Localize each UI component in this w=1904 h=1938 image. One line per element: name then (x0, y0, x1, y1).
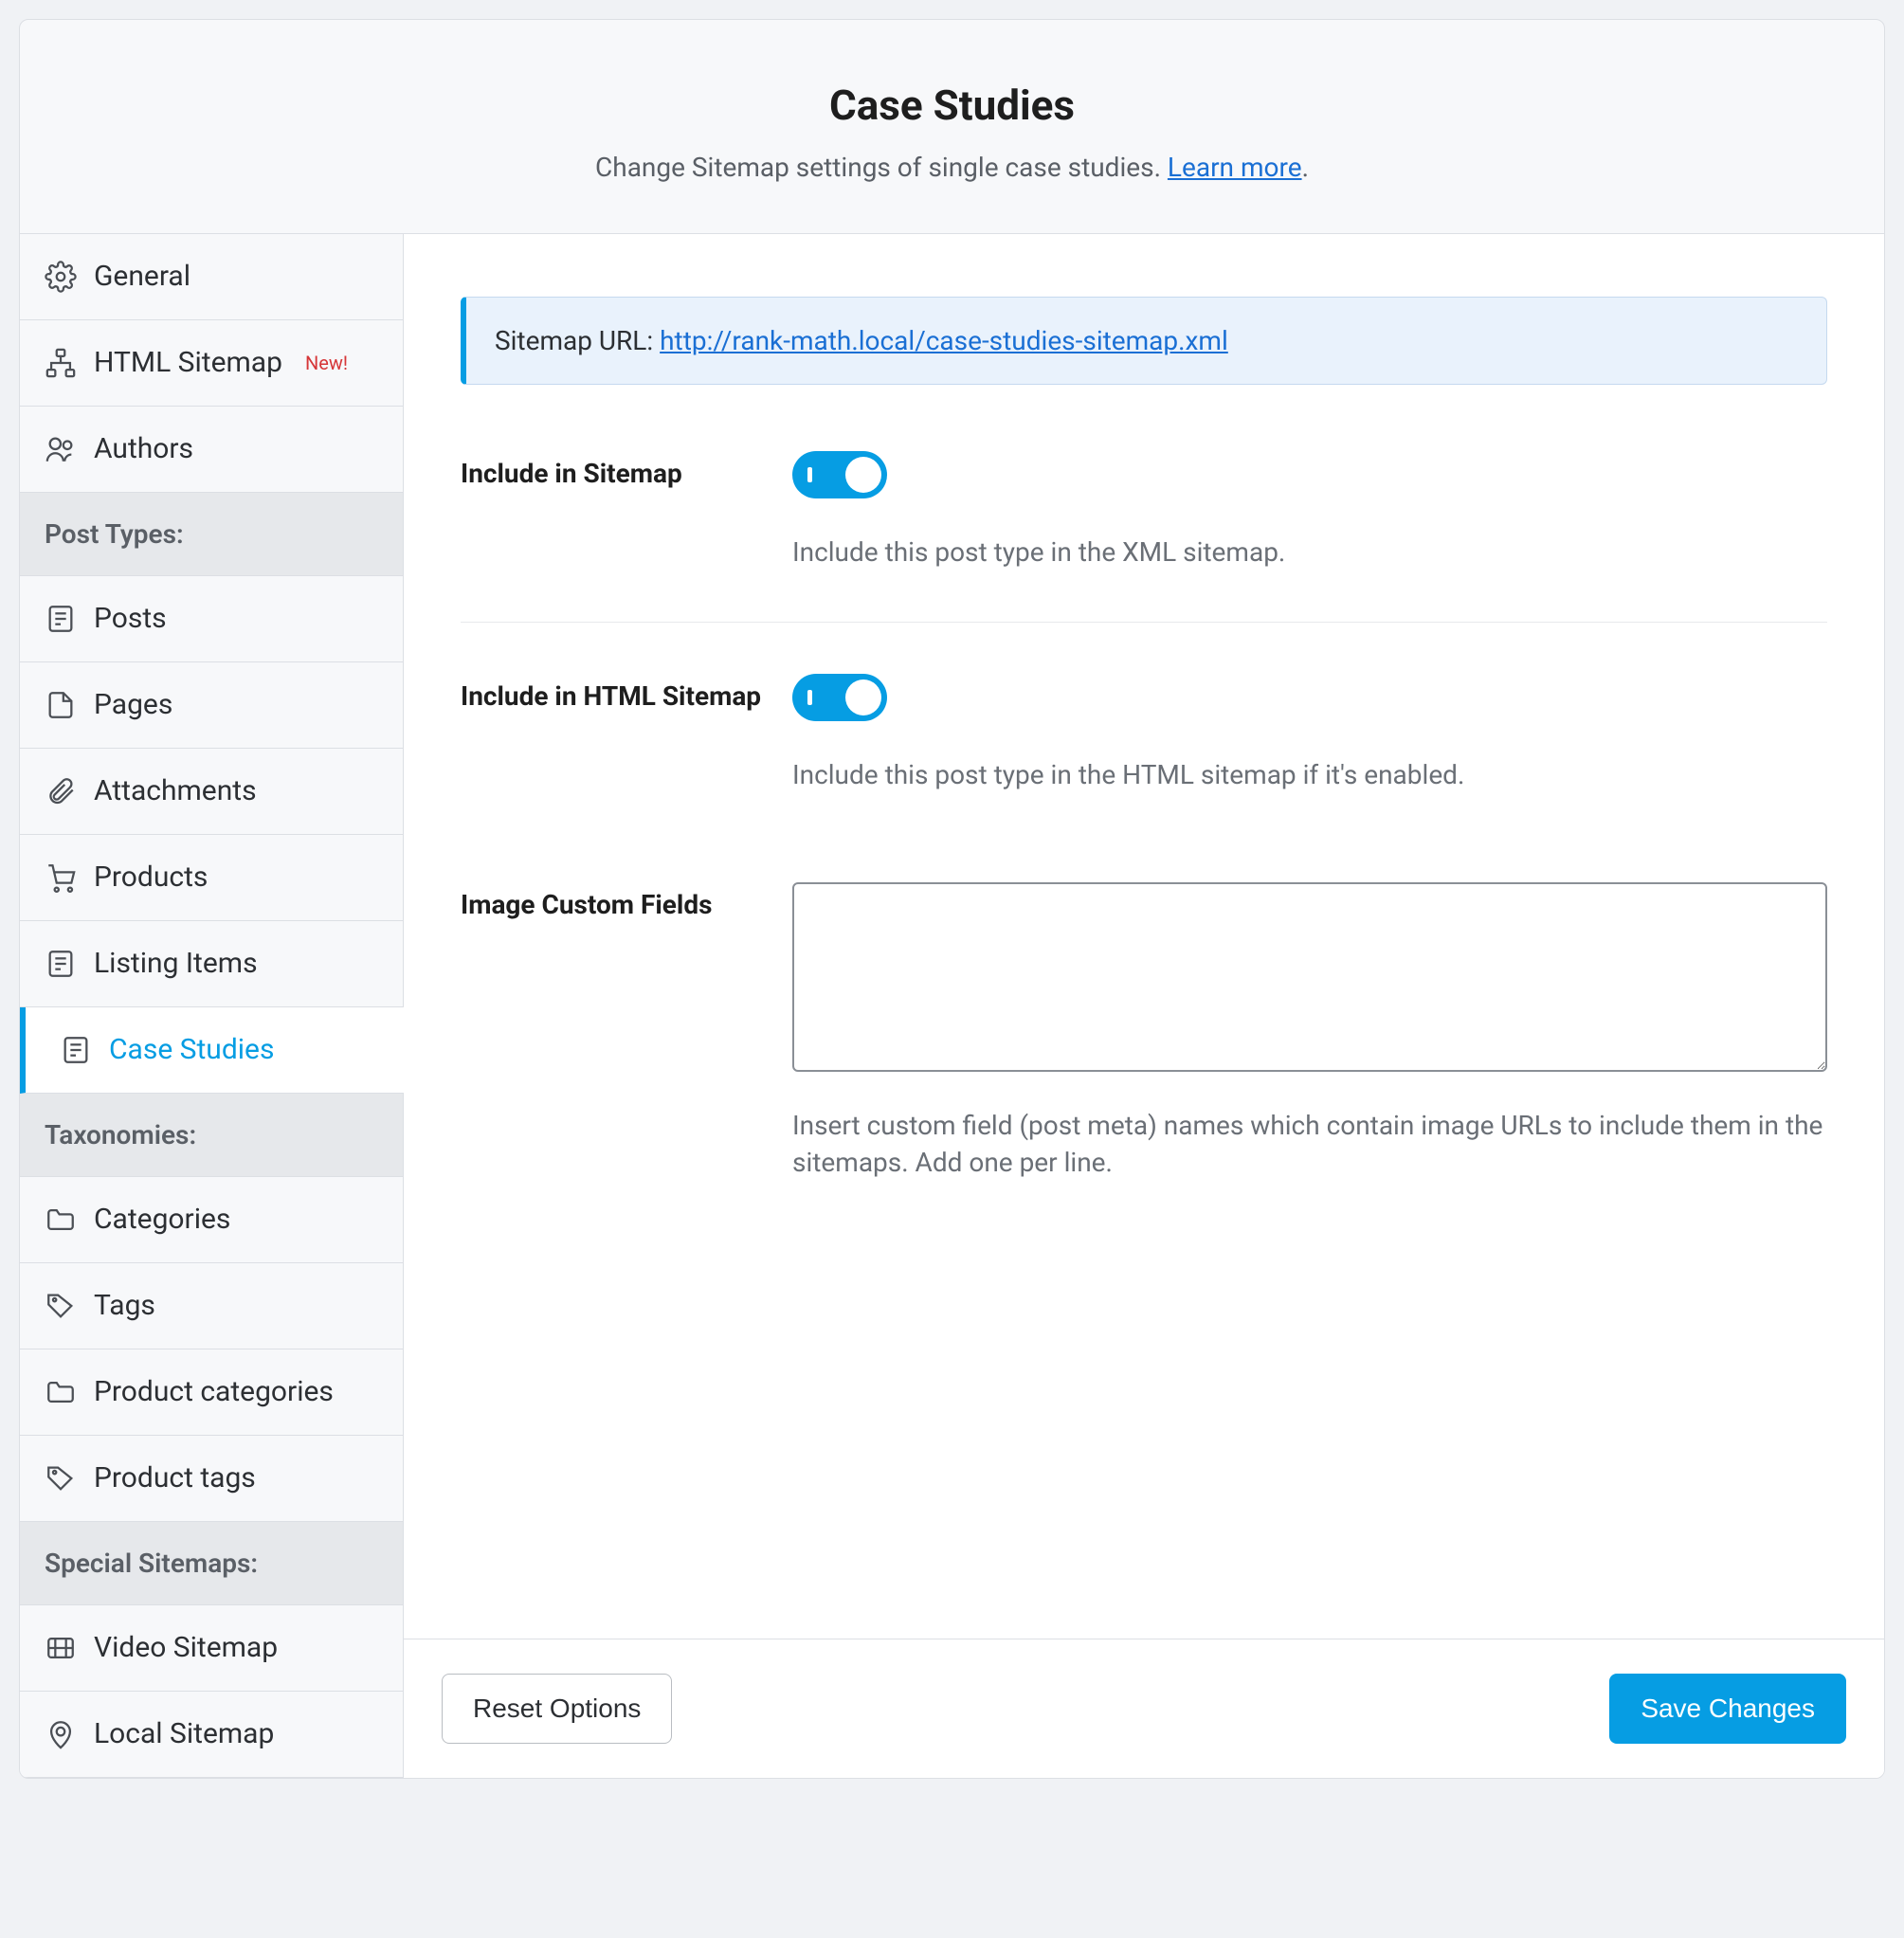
field-custom-fields: Image Custom Fields Insert custom field … (461, 844, 1827, 1232)
sidebar-item-label: Pages (94, 685, 172, 725)
sidebar-item-listing-items[interactable]: Listing Items (20, 921, 403, 1007)
sidebar-item-case-studies[interactable]: Case Studies (20, 1007, 403, 1094)
help-include-sitemap: Include this post type in the XML sitema… (792, 534, 1827, 571)
sidebar-item-label: Listing Items (94, 944, 258, 984)
sidebar-item-label: Categories (94, 1200, 230, 1240)
sidebar-item-product-tags[interactable]: Product tags (20, 1436, 403, 1522)
sidebar-item-tags[interactable]: Tags (20, 1263, 403, 1349)
help-include-html: Include this post type in the HTML sitem… (792, 756, 1827, 793)
sitemap-icon (45, 347, 77, 379)
settings-card: Case Studies Change Sitemap settings of … (19, 19, 1885, 1779)
gear-icon (45, 261, 77, 293)
sidebar-item-label: Attachments (94, 771, 257, 811)
sidebar: General HTML Sitemap New! Authors Post Types… (20, 234, 403, 1779)
textarea-custom-fields[interactable] (792, 882, 1827, 1072)
sidebar-item-label: Product categories (94, 1372, 334, 1412)
sitemap-url-link[interactable]: http://rank-math.local/case-studies-site… (660, 325, 1228, 356)
label-include-html: Include in HTML Sitemap (461, 674, 783, 793)
learn-more-link[interactable]: Learn more (1168, 152, 1302, 183)
page-title: Case Studies (58, 77, 1846, 136)
clip-icon (45, 775, 77, 807)
sidebar-section-special: Special Sitemaps: (20, 1522, 403, 1605)
field-include-html: Include in HTML Sitemap Include this pos… (461, 674, 1827, 844)
sitemap-url-notice: Sitemap URL: http://rank-math.local/case… (461, 297, 1827, 385)
tag-icon (45, 1462, 77, 1494)
sidebar-item-posts[interactable]: Posts (20, 576, 403, 662)
sidebar-section-post-types: Post Types: (20, 493, 403, 576)
video-icon (45, 1632, 77, 1664)
sidebar-item-label: Local Sitemap (94, 1714, 274, 1754)
sidebar-item-label: Product tags (94, 1458, 256, 1498)
sidebar-item-label: Posts (94, 599, 167, 639)
save-button[interactable]: Save Changes (1609, 1674, 1846, 1744)
sidebar-item-label: Authors (94, 429, 193, 469)
toggle-include-sitemap[interactable] (792, 451, 887, 498)
toggle-include-html[interactable] (792, 674, 887, 721)
new-badge: New! (305, 350, 348, 376)
post-icon (45, 603, 77, 635)
post-icon (60, 1034, 92, 1066)
card-header: Case Studies Change Sitemap settings of … (20, 20, 1884, 234)
field-include-sitemap: Include in Sitemap Include this post typ… (461, 451, 1827, 623)
page-subtitle: Change Sitemap settings of single case s… (58, 149, 1846, 186)
folder-icon (45, 1204, 77, 1236)
sidebar-item-label: Tags (94, 1286, 155, 1326)
sidebar-item-video-sitemap[interactable]: Video Sitemap (20, 1605, 403, 1692)
reset-button[interactable]: Reset Options (442, 1674, 672, 1744)
content-pane: Sitemap URL: http://rank-math.local/case… (403, 234, 1884, 1779)
users-icon (45, 433, 77, 465)
sidebar-item-products[interactable]: Products (20, 835, 403, 921)
sidebar-item-authors[interactable]: Authors (20, 407, 403, 493)
sidebar-item-categories[interactable]: Categories (20, 1177, 403, 1263)
label-custom-fields: Image Custom Fields (461, 882, 783, 1181)
sidebar-item-pages[interactable]: Pages (20, 662, 403, 749)
footer-actions: Reset Options Save Changes (404, 1639, 1884, 1778)
sidebar-item-label: Video Sitemap (94, 1628, 278, 1668)
tag-icon (45, 1290, 77, 1322)
sidebar-item-label: Case Studies (109, 1030, 274, 1070)
sidebar-item-product-categories[interactable]: Product categories (20, 1349, 403, 1436)
folder-icon (45, 1376, 77, 1408)
sidebar-item-label: Products (94, 858, 208, 897)
label-include-sitemap: Include in Sitemap (461, 451, 783, 571)
sidebar-item-html-sitemap[interactable]: HTML Sitemap New! (20, 320, 403, 407)
sidebar-item-label: General (94, 257, 190, 297)
sidebar-item-attachments[interactable]: Attachments (20, 749, 403, 835)
sidebar-item-local-sitemap[interactable]: Local Sitemap (20, 1692, 403, 1778)
cart-icon (45, 861, 77, 894)
page-icon (45, 689, 77, 721)
sidebar-section-taxonomies: Taxonomies: (20, 1094, 403, 1177)
sidebar-item-general[interactable]: General (20, 234, 403, 320)
sidebar-item-label: HTML Sitemap (94, 343, 282, 383)
help-custom-fields: Insert custom field (post meta) names wh… (792, 1107, 1827, 1181)
post-icon (45, 948, 77, 980)
pin-icon (45, 1718, 77, 1750)
